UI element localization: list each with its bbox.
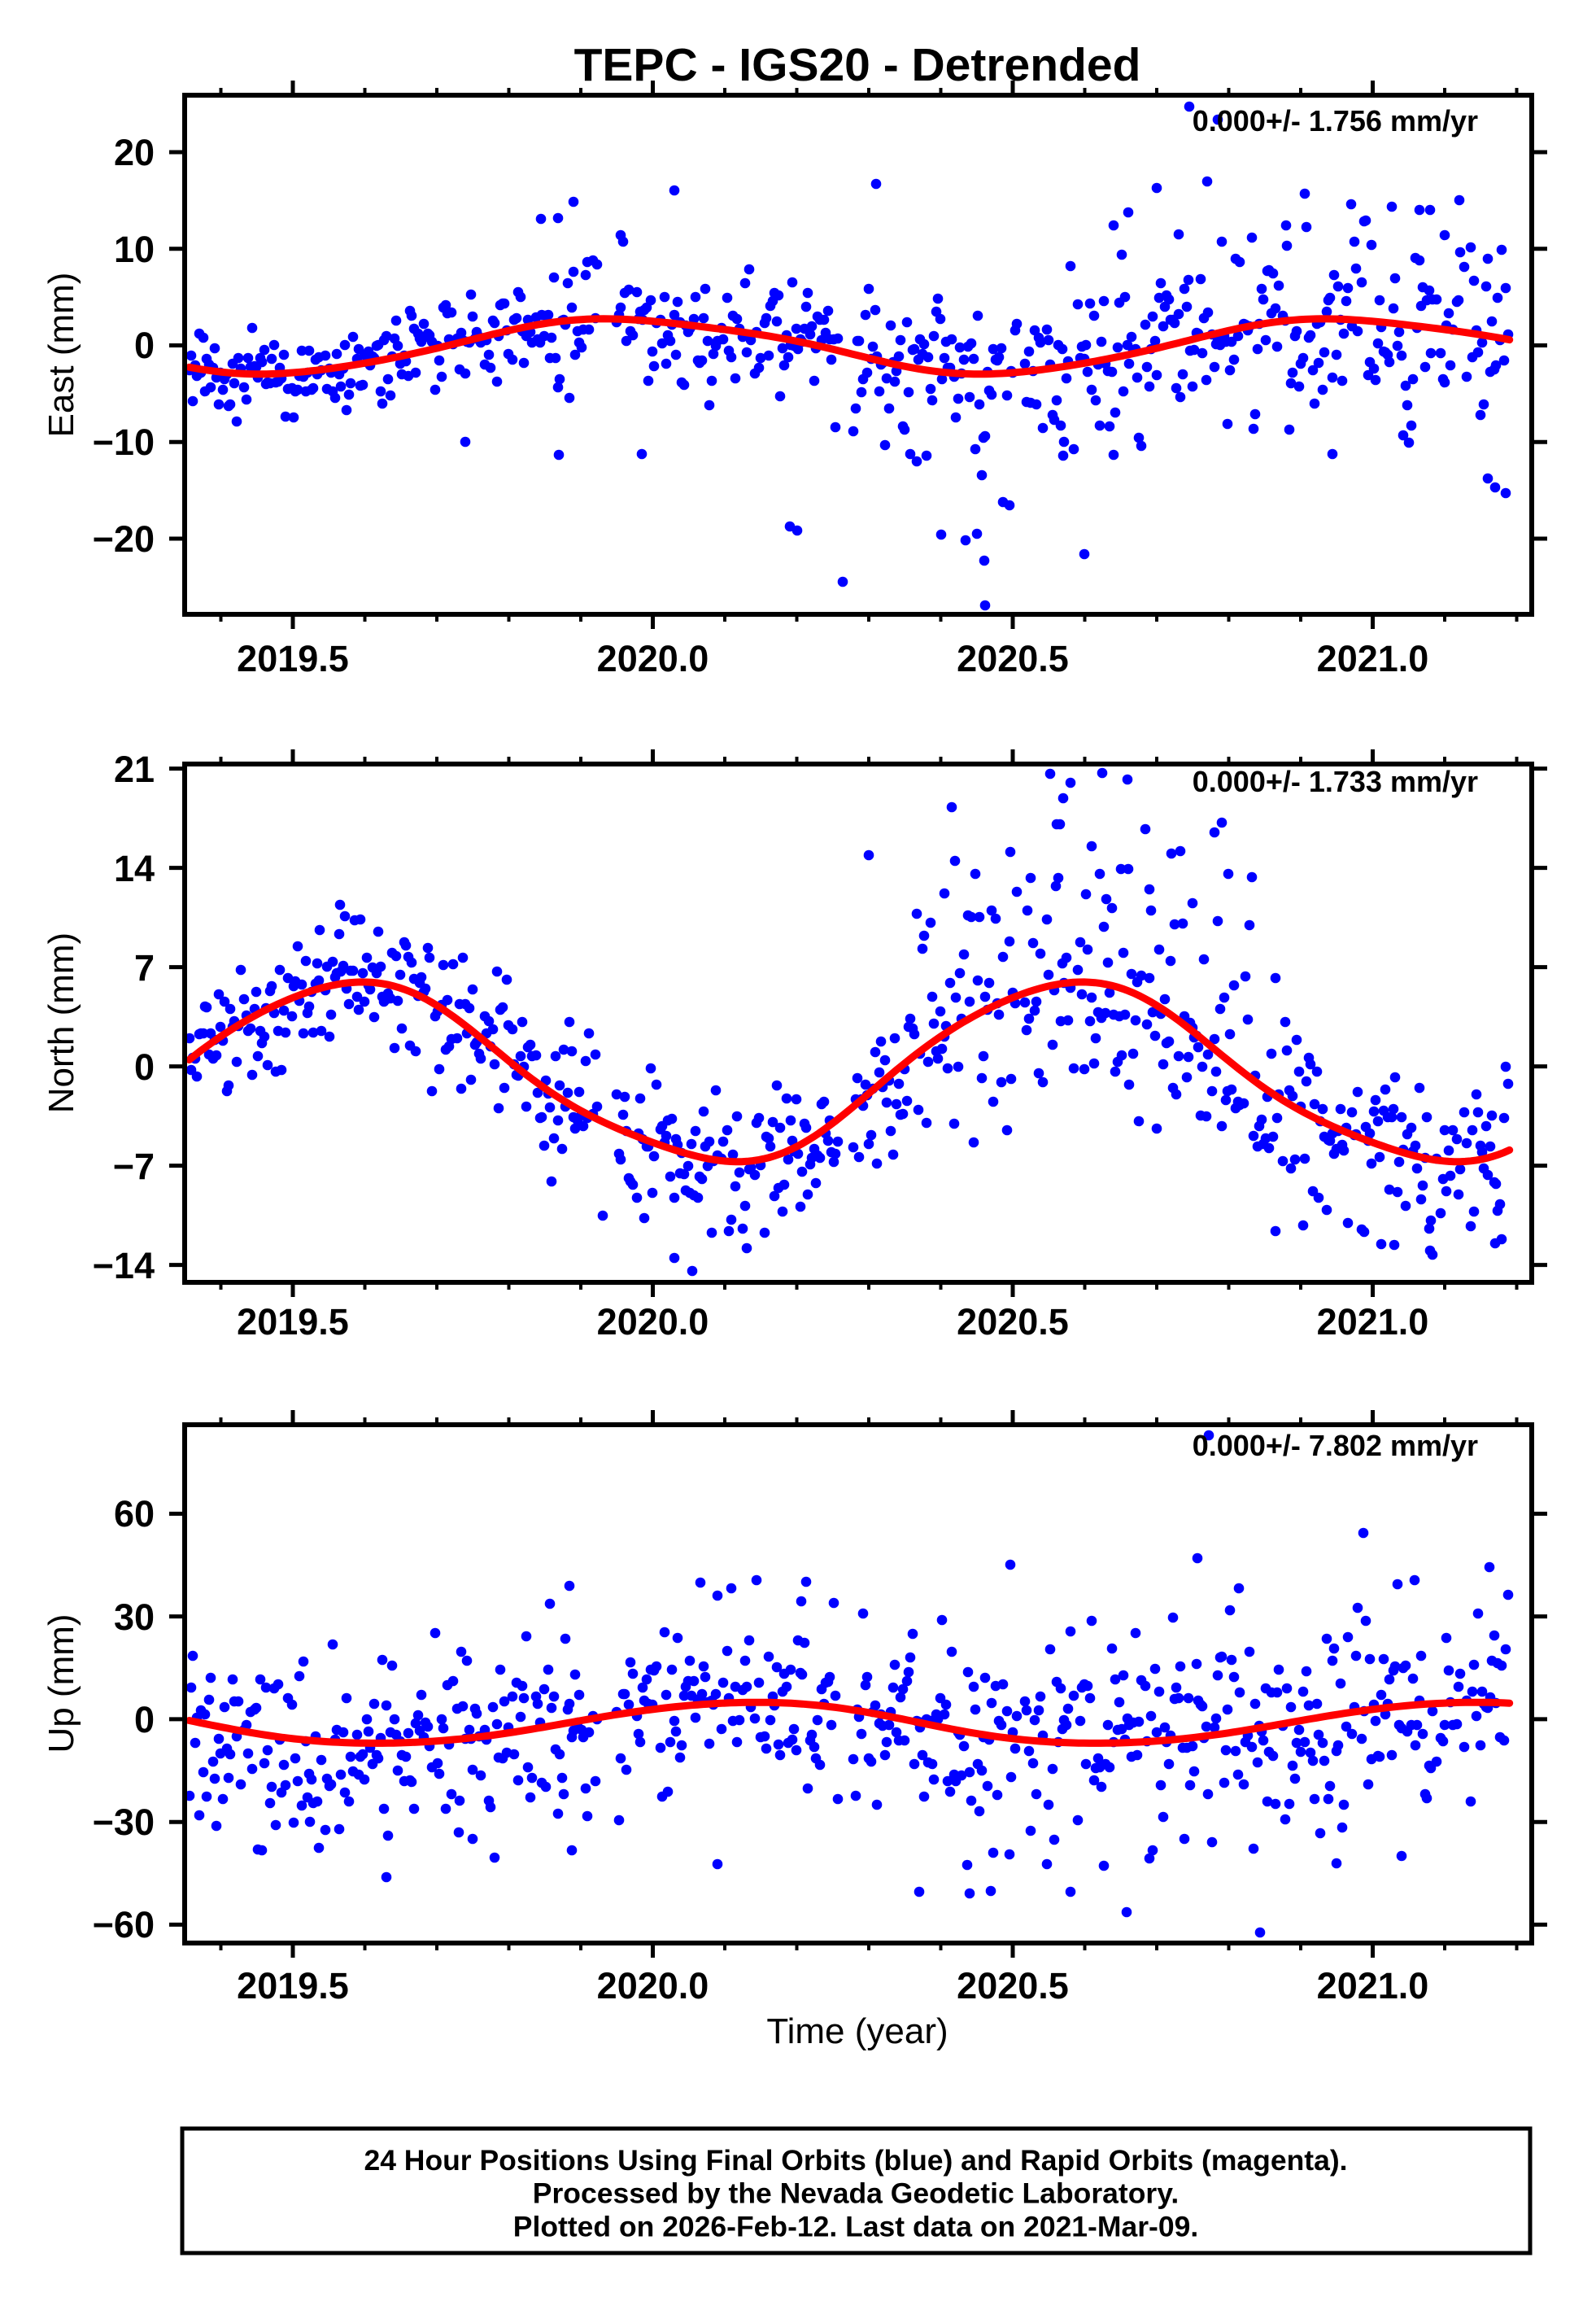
svg-text:2019.5: 2019.5 (237, 1301, 349, 1343)
svg-text:30: 30 (114, 1596, 155, 1638)
svg-text:−60: −60 (93, 1904, 155, 1945)
svg-text:2019.5: 2019.5 (237, 1965, 349, 2007)
svg-text:Time (year): Time (year) (766, 2011, 948, 2051)
svg-text:21: 21 (114, 749, 155, 790)
svg-text:0.000+/- 1.756 mm/yr: 0.000+/- 1.756 mm/yr (1193, 104, 1478, 138)
svg-text:0.000+/- 7.802 mm/yr: 0.000+/- 7.802 mm/yr (1193, 1429, 1478, 1462)
svg-text:Plotted on 2026-Feb-12. Last d: Plotted on 2026-Feb-12. Last data on 202… (513, 2211, 1198, 2243)
svg-text:−10: −10 (93, 421, 155, 463)
svg-text:10: 10 (114, 229, 155, 270)
svg-text:North (mm): North (mm) (41, 932, 81, 1113)
svg-text:−20: −20 (93, 518, 155, 560)
svg-text:2020.0: 2020.0 (597, 1965, 709, 2007)
svg-text:7: 7 (134, 947, 155, 989)
svg-text:TEPC - IGS20 - Detrended: TEPC - IGS20 - Detrended (574, 39, 1141, 91)
svg-text:2021.0: 2021.0 (1317, 1301, 1429, 1343)
svg-text:0: 0 (134, 1046, 155, 1088)
svg-text:−7: −7 (113, 1146, 155, 1187)
svg-text:20: 20 (114, 132, 155, 173)
svg-text:East (mm): East (mm) (41, 273, 81, 438)
svg-text:Processed by the Nevada Geodet: Processed by the Nevada Geodetic Laborat… (533, 2177, 1179, 2210)
svg-text:2021.0: 2021.0 (1317, 1965, 1429, 2007)
svg-text:0.000+/- 1.733 mm/yr: 0.000+/- 1.733 mm/yr (1193, 765, 1478, 798)
svg-text:−30: −30 (93, 1801, 155, 1843)
svg-text:2020.0: 2020.0 (597, 638, 709, 679)
svg-text:2021.0: 2021.0 (1317, 638, 1429, 679)
svg-text:2019.5: 2019.5 (237, 638, 349, 679)
svg-text:2020.5: 2020.5 (957, 638, 1069, 679)
svg-text:14: 14 (114, 848, 155, 889)
svg-text:2020.0: 2020.0 (597, 1301, 709, 1343)
svg-text:2020.5: 2020.5 (957, 1965, 1069, 2007)
svg-text:2020.5: 2020.5 (957, 1301, 1069, 1343)
svg-text:60: 60 (114, 1493, 155, 1535)
svg-text:0: 0 (134, 1699, 155, 1740)
svg-text:24 Hour Positions Using Final: 24 Hour Positions Using Final Orbits (bl… (364, 2144, 1347, 2177)
svg-text:Up (mm): Up (mm) (41, 1614, 81, 1753)
svg-text:−14: −14 (93, 1245, 155, 1286)
svg-text:0: 0 (134, 325, 155, 366)
